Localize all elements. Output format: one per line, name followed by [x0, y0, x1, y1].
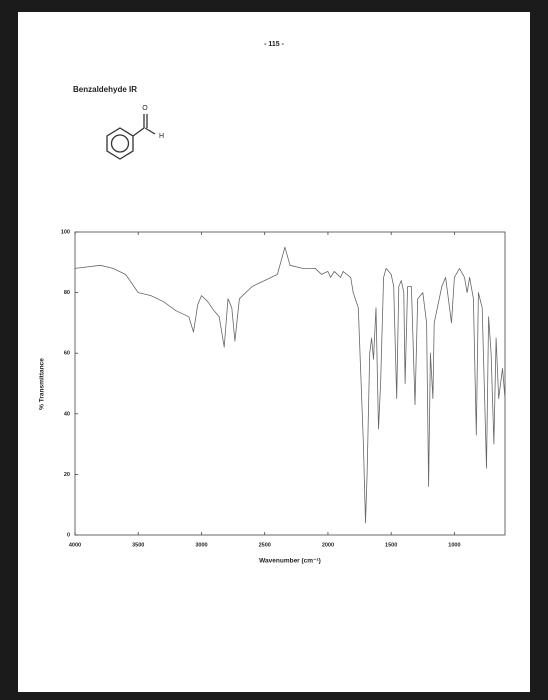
oxygen-label: O [142, 105, 148, 112]
y-tick-label: 0 [67, 532, 70, 538]
x-tick-label: 3500 [132, 542, 144, 548]
x-tick-label: 4000 [69, 542, 81, 548]
x-tick-label: 1500 [385, 542, 397, 548]
x-tick-label: 2000 [322, 542, 334, 548]
page-number: - 115 - [264, 41, 285, 48]
chart-title: Benzaldehyde IR [73, 85, 137, 94]
molecule [106, 114, 156, 160]
y-tick-label: 100 [61, 229, 70, 235]
y-tick-label: 20 [64, 472, 70, 478]
hydrogen-label: H [159, 133, 164, 140]
x-axis-label: Wavenumber (cm⁻¹) [259, 558, 321, 565]
x-tick-label: 1000 [448, 542, 460, 548]
x-tick-label: 2500 [259, 542, 271, 548]
x-tick-label: 3000 [195, 542, 207, 548]
spectrum-line [74, 246, 506, 524]
y-tick-label: 60 [64, 351, 70, 357]
y-axis-label: % Transmittance [39, 358, 46, 410]
y-tick-label: 40 [64, 411, 70, 417]
plot-frame [74, 231, 506, 536]
y-tick-label: 80 [64, 290, 70, 296]
paper [18, 12, 530, 692]
